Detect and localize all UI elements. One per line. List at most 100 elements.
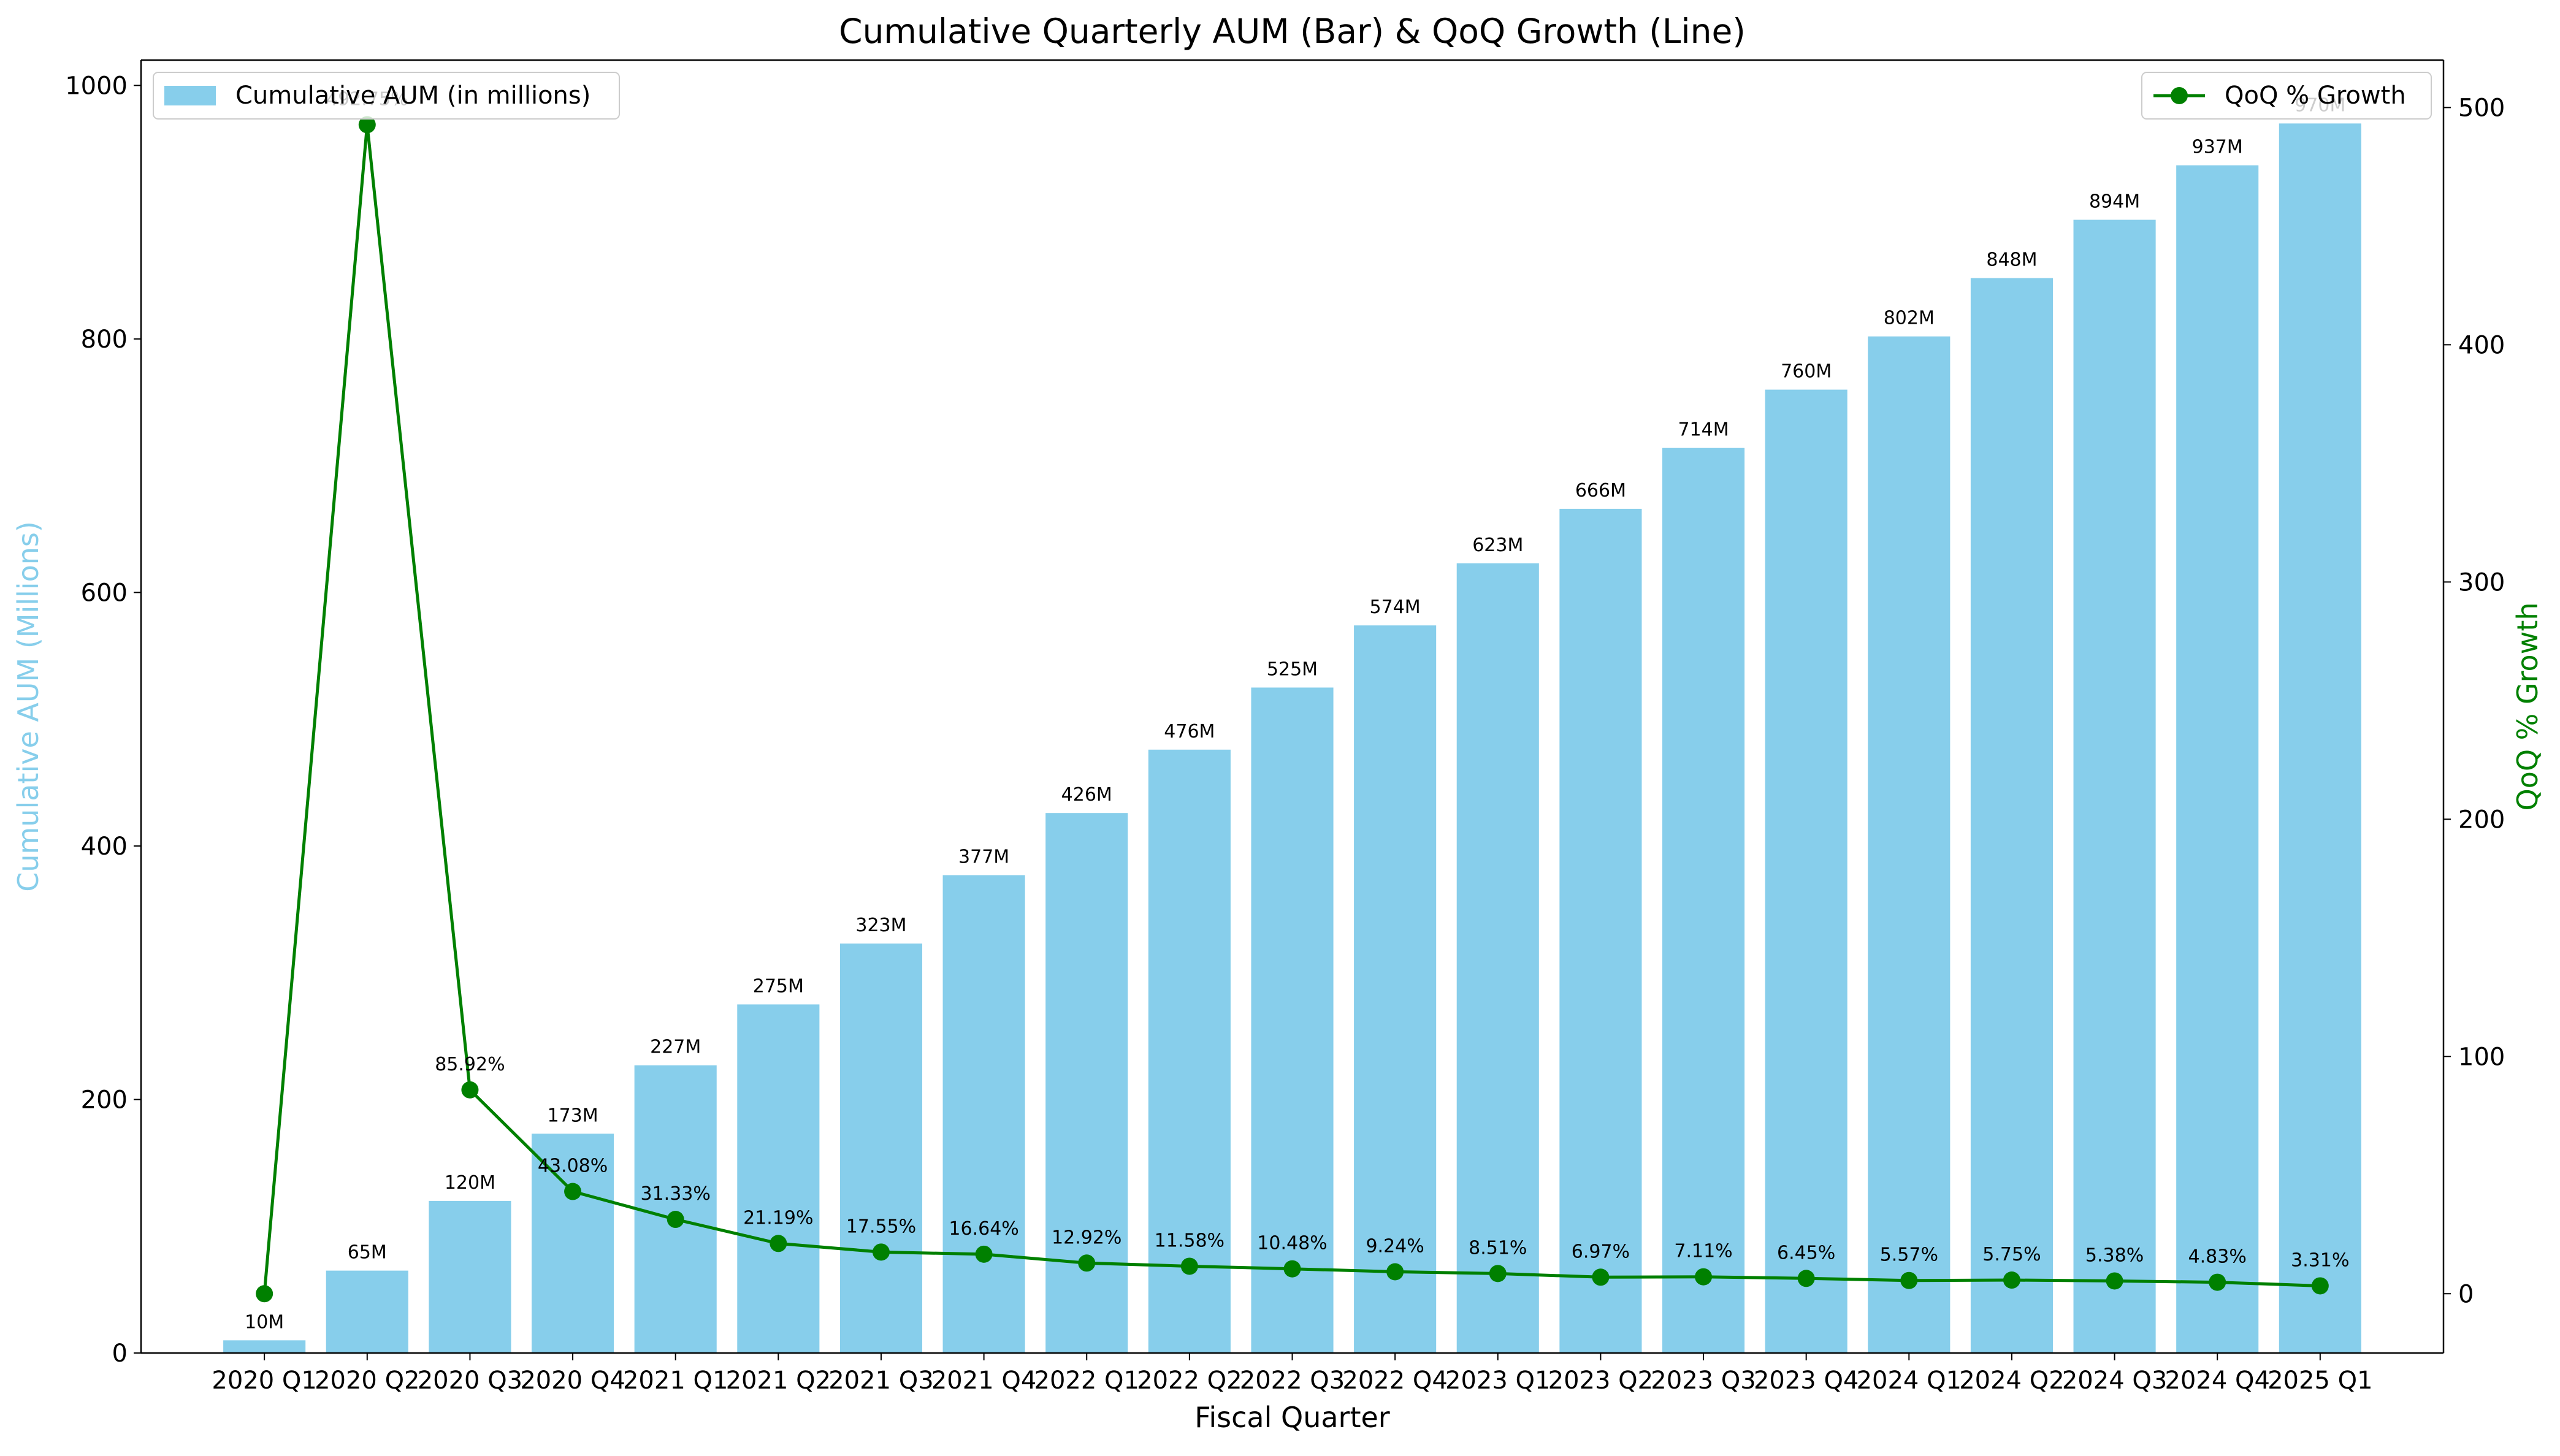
x-tick-label: 2020 Q2 (315, 1366, 419, 1395)
growth-value-label: 5.38% (2085, 1244, 2144, 1266)
x-tick-label: 2020 Q3 (418, 1366, 522, 1395)
x-tick-label: 2023 Q4 (1754, 1366, 1859, 1395)
x-tick-label: 2022 Q2 (1137, 1366, 1242, 1395)
bar-2022-q4 (1354, 625, 1437, 1353)
x-tick-label: 2023 Q2 (1548, 1366, 1653, 1395)
x-tick-label: 2021 Q2 (726, 1366, 831, 1395)
growth-point (1900, 1271, 1918, 1289)
bar-value-label: 227M (650, 1037, 701, 1058)
left-y-tick-label: 800 (81, 326, 128, 354)
growth-point (770, 1235, 787, 1252)
growth-point (1180, 1257, 1198, 1275)
bar-value-label: 666M (1575, 480, 1626, 501)
bar-value-label: 377M (958, 846, 1009, 867)
x-tick-label: 2020 Q1 (212, 1366, 316, 1395)
growth-value-label: 4.83% (2188, 1246, 2247, 1268)
bar-value-label: 525M (1267, 658, 1318, 680)
growth-point (975, 1245, 993, 1263)
bar-legend-swatch (164, 86, 216, 105)
chart-title: Cumulative Quarterly AUM (Bar) & QoQ Gro… (839, 12, 1746, 51)
bar-value-label: 574M (1370, 597, 1421, 618)
x-tick-label: 2023 Q1 (1445, 1366, 1550, 1395)
growth-point (2311, 1277, 2329, 1295)
bar-2020-q4 (532, 1134, 614, 1353)
bar-value-label: 760M (1781, 361, 1832, 383)
bar-value-label: 173M (547, 1105, 598, 1126)
growth-value-label: 5.75% (1982, 1244, 2041, 1265)
bar-2022-q3 (1251, 687, 1334, 1353)
growth-point (1797, 1270, 1815, 1287)
bar-legend-label: Cumulative AUM (in millions) (235, 82, 590, 110)
growth-point (1386, 1263, 1404, 1281)
x-tick-label: 2022 Q4 (1342, 1366, 1447, 1395)
x-tick-label: 2021 Q1 (623, 1366, 728, 1395)
bar-value-label: 714M (1678, 419, 1729, 441)
bar-2024-q3 (2073, 219, 2156, 1353)
x-axis-label: Fiscal Quarter (1194, 1401, 1390, 1434)
bar-2022-q1 (1045, 813, 1128, 1353)
growth-point (2003, 1271, 2020, 1289)
bar-value-label: 894M (2089, 191, 2140, 213)
growth-point (461, 1081, 479, 1099)
line-legend-box (2141, 72, 2432, 120)
bar-2021-q4 (942, 875, 1025, 1353)
left-y-tick-label: 0 (112, 1340, 128, 1368)
left-y-axis-label: Cumulative AUM (Millions) (12, 521, 45, 892)
x-tick-label: 2022 Q3 (1240, 1366, 1345, 1395)
bar-value-label: 476M (1164, 721, 1215, 742)
bar-value-label: 65M (348, 1242, 387, 1264)
bar-2021-q2 (737, 1004, 820, 1353)
bar-value-label: 848M (1986, 250, 2037, 271)
bar-2022-q2 (1148, 749, 1231, 1353)
bar-2023-q1 (1456, 563, 1539, 1353)
right-y-tick-label: 500 (2458, 94, 2505, 122)
growth-point (564, 1183, 582, 1200)
growth-value-label: 85.92% (435, 1054, 505, 1075)
x-tick-label: 2024 Q2 (1959, 1366, 2064, 1395)
bar-2025-q1 (2279, 123, 2361, 1354)
x-tick-label: 2023 Q3 (1651, 1366, 1756, 1395)
growth-value-label: 12.92% (1052, 1227, 1121, 1248)
right-y-tick-label: 300 (2458, 568, 2505, 597)
bar-2023-q2 (1559, 508, 1642, 1354)
growth-value-label: 16.64% (949, 1218, 1018, 1240)
right-y-tick-label: 0 (2458, 1280, 2474, 1308)
bar-value-label: 120M (445, 1172, 495, 1194)
x-tick-label: 2024 Q1 (1857, 1366, 1962, 1395)
right-y-tick-label: 100 (2458, 1043, 2505, 1071)
growth-value-label: 11.58% (1155, 1230, 1225, 1251)
bar-value-label: 323M (855, 915, 906, 936)
bar-value-label: 10M (245, 1311, 284, 1333)
left-y-tick-label: 600 (81, 579, 128, 607)
growth-point (1078, 1254, 1096, 1272)
growth-point (1489, 1265, 1507, 1283)
growth-value-label: 6.45% (1777, 1242, 1835, 1264)
x-tick-label: 2024 Q3 (2062, 1366, 2167, 1395)
line-legend-label: QoQ % Growth (2225, 82, 2406, 110)
bar-2020-q1 (223, 1340, 306, 1353)
x-tick-label: 2025 Q1 (2268, 1366, 2372, 1395)
growth-value-label: 10.48% (1257, 1233, 1327, 1254)
growth-point (358, 116, 376, 134)
growth-value-label: 17.55% (846, 1216, 916, 1237)
bar-value-label: 937M (2192, 137, 2243, 158)
growth-value-label: 5.57% (1880, 1244, 1938, 1266)
growth-point (667, 1211, 684, 1229)
bar-value-label: 426M (1061, 784, 1112, 806)
right-y-axis-label: QoQ % Growth (2511, 602, 2544, 810)
bar-2021-q3 (839, 943, 923, 1353)
x-tick-label: 2021 Q3 (828, 1366, 933, 1395)
x-tick-label: 2021 Q4 (931, 1366, 1036, 1395)
line-legend-marker (2171, 87, 2188, 104)
bar-2021-q1 (634, 1065, 717, 1353)
bar-2024-q2 (1970, 278, 2053, 1354)
growth-value-label: 3.31% (2291, 1249, 2349, 1271)
left-y-tick-label: 200 (81, 1086, 128, 1114)
right-y-tick-label: 400 (2458, 331, 2505, 359)
bar-2020-q3 (429, 1200, 511, 1353)
growth-point (1592, 1268, 1610, 1286)
bar-legend-box (153, 72, 620, 120)
bar-2023-q3 (1662, 448, 1745, 1354)
growth-point (1695, 1268, 1713, 1286)
